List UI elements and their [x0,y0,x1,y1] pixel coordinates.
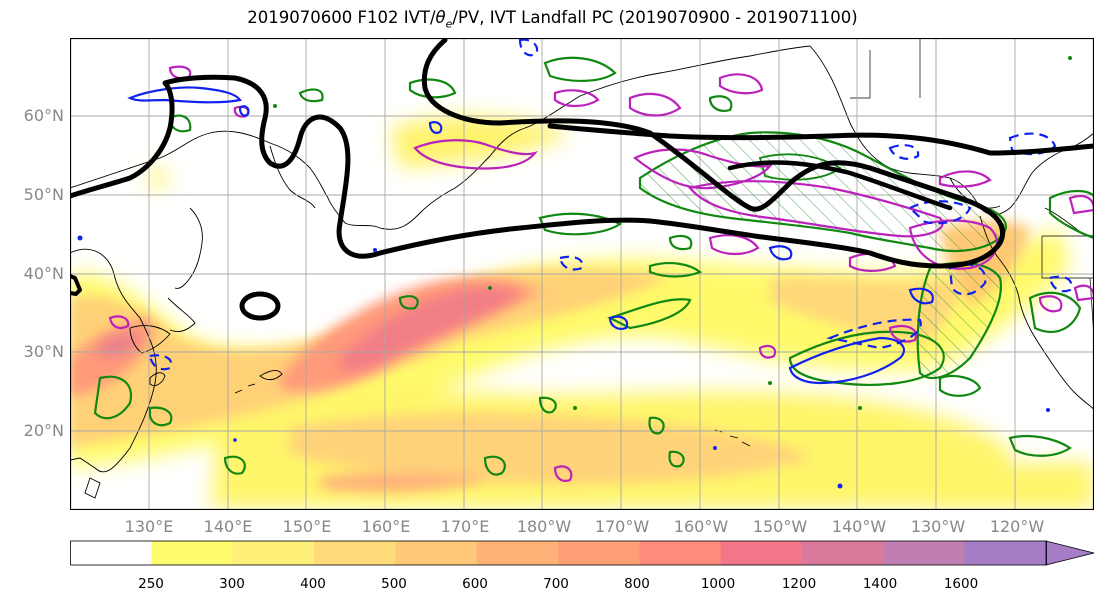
lon-label-120w: 120°W [989,517,1045,536]
lon-label-160e: 160°E [361,517,411,536]
lon-label-130w: 130°W [910,517,966,536]
colorbar-frame [70,540,1047,566]
lat-label-30n: 30°N [23,342,64,361]
colorbar-tick-600: 600 [462,576,488,592]
colorbar-segment [151,541,234,565]
chart-title: 2019070600 F102 IVT/θe/PV, IVT Landfall … [247,8,858,31]
colorbar-tick-1200: 1200 [781,576,817,592]
colorbar-tick-800: 800 [624,576,650,592]
lon-label-150w: 150°W [752,517,808,536]
lon-label-140w: 140°W [831,517,887,536]
colorbar-segment [558,541,640,565]
colorbar-segment [232,541,315,565]
lon-label-150e: 150°E [282,517,332,536]
colorbar-segment [720,541,803,565]
colorbar-tick-1600: 1600 [943,576,979,592]
lon-label-170w: 170°W [594,517,650,536]
colorbar-tick-400: 400 [300,576,326,592]
lat-label-20n: 20°N [23,421,64,440]
colorbar-tick-700: 700 [543,576,569,592]
lon-label-180w: 180°W [516,517,572,536]
lon-label-160w: 160°W [673,517,729,536]
colorbar-segment [314,541,396,565]
colorbar-segment [70,541,152,565]
colorbar-segment [883,541,966,565]
colorbar-tick-1000: 1000 [700,576,736,592]
map-frame [70,38,1094,510]
lon-label-130e: 130°E [124,517,174,536]
lon-label-140e: 140°E [203,517,253,536]
colorbar-segment [395,541,478,565]
lon-label-170e: 170°E [440,517,490,536]
blue-contours [127,38,1073,385]
lat-label-60n: 60°N [23,106,64,125]
colorbar-extend-arrow [1045,540,1095,566]
colorbar-tick-1400: 1400 [862,576,898,592]
colorbar-segment [802,541,884,565]
small-contour-dots [77,56,1072,489]
colorbar-segment [964,541,1047,565]
theta-symbol: θ [435,8,446,27]
lat-label-40n: 40°N [23,264,64,283]
lat-label-50n: 50°N [23,185,64,204]
colorbar-tick-250: 250 [138,576,164,592]
theta-subscript: e [445,17,453,31]
black-contours [70,38,1094,321]
colorbar-segment [476,541,559,565]
map-plot [70,38,1094,510]
green-contours [93,56,1094,476]
colorbar-tick-300: 300 [219,576,245,592]
colorbar-segment [639,541,722,565]
colorbar-tick-500: 500 [381,576,407,592]
colorbar [70,540,1095,566]
